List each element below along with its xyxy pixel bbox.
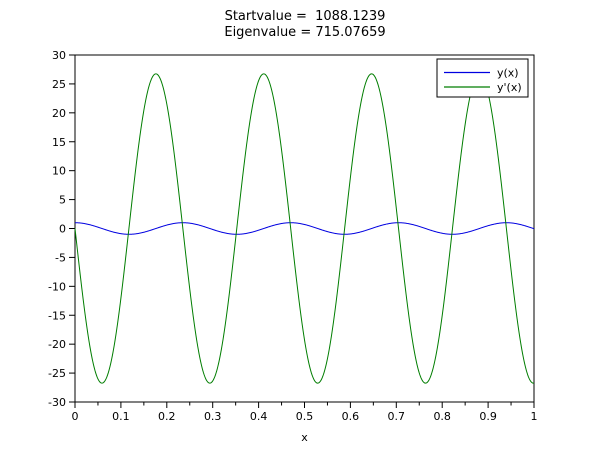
x-axis-tick-label: 0.7	[388, 410, 406, 423]
curve-y	[75, 222, 535, 235]
legend-box	[436, 58, 529, 98]
y-axis-tick-label: 10	[52, 165, 66, 178]
y-axis-tick-label: -10	[48, 280, 66, 293]
x-axis-tick-label: 0.1	[112, 410, 130, 423]
y-axis-tick-label: 0	[59, 223, 66, 236]
x-axis-tick-label: 0.5	[296, 410, 314, 423]
x-axis-tick-label: 0.8	[433, 410, 451, 423]
x-axis-title: x	[301, 431, 308, 444]
y-axis-tick-label: -5	[55, 251, 66, 264]
x-axis-tick-label: 0.4	[250, 410, 268, 423]
x-axis-tick-label: 0.3	[204, 410, 222, 423]
y-axis-tick-label: -30	[48, 396, 66, 409]
legend-label-y: y(x)	[497, 67, 519, 80]
y-axis-tick-label: 20	[52, 107, 66, 120]
axes-box	[74, 54, 535, 403]
y-axis-tick-label: -25	[48, 367, 66, 380]
legend-label-y-prime: y'(x)	[497, 81, 522, 94]
y-axis-tick-label: 15	[52, 136, 66, 149]
x-axis-tick-label: 1	[531, 410, 538, 423]
curve-y-prime	[74, 73, 535, 384]
y-axis-tick-label: -15	[48, 309, 66, 322]
x-axis-tick-label: 0.2	[158, 410, 176, 423]
y-axis-tick-label: 25	[52, 78, 66, 91]
y-axis-tick-label: 5	[59, 194, 66, 207]
x-axis-tick-label: 0	[72, 410, 79, 423]
x-axis-tick-label: 0.6	[342, 410, 360, 423]
y-axis-tick-label: -20	[48, 338, 66, 351]
x-axis-tick-label: 0.9	[479, 410, 497, 423]
y-axis-tick-label: 30	[52, 49, 66, 62]
